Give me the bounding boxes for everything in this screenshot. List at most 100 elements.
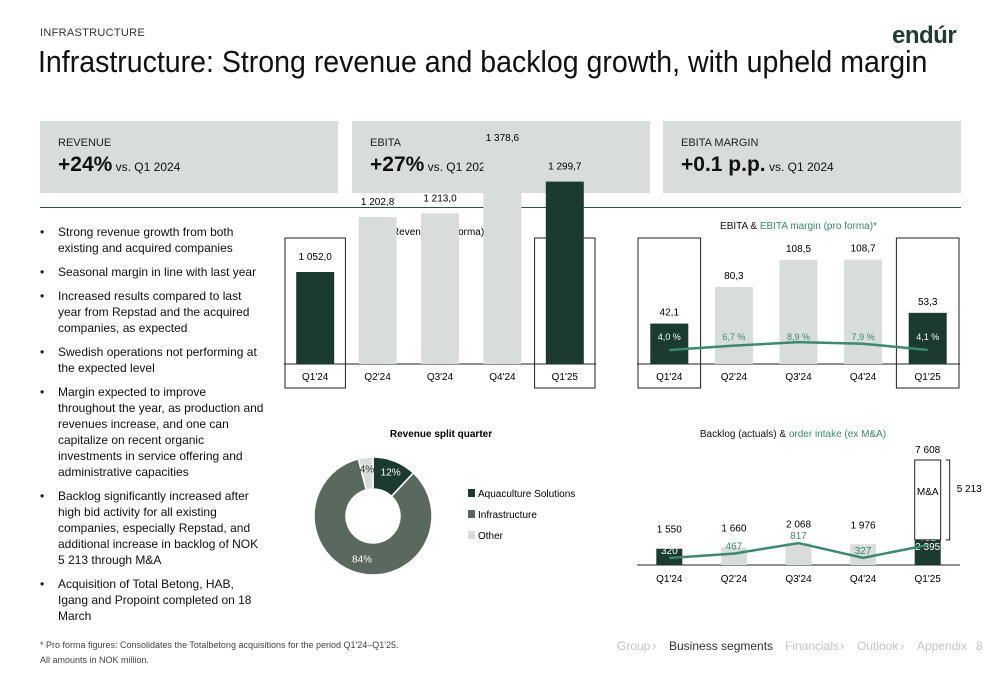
legend-swatch [468,531,475,539]
chart-title: Revenue split quarter [390,429,492,440]
chevron-right-icon: › [768,638,773,653]
margin-label: 7,9 % [852,332,875,342]
title-part: EBITA margin (pro forma)* [760,221,877,232]
bullet-item: Increased results compared to last year … [40,288,265,336]
ma-bar [914,459,942,541]
ma-bracket [945,459,951,541]
order-intake-label: 320 [661,546,678,557]
ma-value-label: 5 213 [957,484,982,495]
margin-label: 4,1 % [916,332,939,342]
tick-label: Q4'24 [850,574,877,585]
bullet-item: Backlog significantly increased after hi… [40,488,265,568]
chart-title: EBITA & EBITA margin (pro forma)* [720,221,877,232]
page-number: 8 [976,639,983,653]
bar [650,323,689,364]
tick-label: Q2'24 [721,372,748,383]
kpi-card-ebita-margin: EBITA MARGIN +0.1 p.p. vs. Q1 2024 [663,121,961,193]
data-label: 108,5 [786,244,811,255]
nav-group[interactable]: Group [617,639,651,653]
tick-label: Q4'24 [850,372,877,383]
chart-title: Backlog (actuals) & order intake (ex M&A… [700,429,886,440]
data-label: 2 395 [915,542,940,553]
kpi-label: REVENUE [58,137,112,149]
tick-label: Q1'25 [915,372,942,383]
slice-label: 84% [352,555,372,566]
data-label: 2 068 [786,519,811,530]
nav-outlook[interactable]: Outlook [857,639,899,653]
nav-business-segments[interactable]: Business segments [669,639,774,653]
ebita-chart: EBITA & EBITA margin (pro forma)* 42,1 4,0… [637,221,960,389]
nav-financials[interactable]: Financials [785,639,840,653]
kpi-label: EBITA MARGIN [681,137,759,149]
page-title: Infrastructure: Strong revenue and backl… [38,44,928,79]
footnote-line: * Pro forma figures: Consolidates the To… [40,640,399,650]
tick-label: Q1'24 [302,372,329,383]
data-label: 1 378,6 [486,133,520,144]
tick-label: Q1'25 [552,372,579,383]
legend-label: Infrastructure [478,510,537,521]
bar [296,272,335,364]
tick-label: Q1'24 [656,372,683,383]
margin-line [669,340,928,352]
data-label: 108,7 [851,244,876,255]
nav-appendix[interactable]: Appendix [917,639,968,653]
backlog-chart: Backlog (actuals) & order intake (ex M&A… [637,429,982,585]
bar [785,543,812,565]
data-label: 1 976 [851,520,876,531]
highlight-frame [637,237,702,389]
data-label: 1 052,0 [299,252,333,263]
revenue-chart: Revenue (pro forma)*1 052,0Q1'241 202,8Q… [284,133,596,389]
footnote-line: All amounts in NOK million. [40,655,150,665]
order-intake-label: 327 [855,546,872,557]
margin-label: 6,7 % [722,332,745,342]
data-label: 1 202,8 [361,197,395,208]
bar [779,259,818,364]
pie-slice [313,457,433,576]
order-intake-label: 817 [790,531,807,542]
data-label: 42,1 [660,308,680,319]
bar [358,216,397,364]
tick-label: Q2'24 [721,574,748,585]
total-label: 7 608 [915,445,940,456]
tick-label: Q3'24 [427,372,454,383]
order-intake-label: 467 [726,542,743,553]
tick-label: Q3'24 [785,372,812,383]
legend-swatch [468,489,475,497]
bullet-item: Margin expected to improve throughout th… [40,384,265,480]
tick-label: Q2'24 [364,372,391,383]
data-label: 1 213,0 [423,193,457,204]
tick-label: Q4'24 [489,372,516,383]
ma-label: M&A [917,487,939,498]
data-label: 1 550 [657,525,682,536]
kpi-label: EBITA [370,137,401,149]
company-logo[interactable]: endúr [892,22,957,49]
title-part: order intake (ex M&A) [789,429,886,440]
data-label: 1 660 [721,524,746,535]
data-label: 80,3 [724,271,744,282]
legend-swatch [468,510,475,518]
title-part: Backlog (actuals) & [700,429,789,440]
bar [908,312,947,364]
kpi-value: +27% vs. Q1 2024 [370,153,493,176]
kpi-card-revenue: REVENUE +24% vs. Q1 2024 [40,121,338,193]
legend-label: Aquaculture Solutions [478,489,575,500]
title-part: EBITA & [720,221,760,232]
bar [850,544,877,565]
bar [545,181,584,364]
pie-slice [357,456,374,491]
bar [421,213,459,364]
data-label: 1 299,7 [548,162,582,173]
kpi-value: +24% vs. Q1 2024 [58,153,181,176]
chevron-right-icon: › [652,638,657,653]
bar [714,286,753,364]
margin-label: 8,9 % [787,332,810,342]
bar [483,152,522,364]
section-label: INFRASTRUCTURE [40,27,146,39]
legend-label: Other [478,531,504,542]
bullet-item: Strong revenue growth from both existing… [40,224,265,256]
bar [914,539,941,565]
slice-label: 4% [360,464,375,475]
bullet-item: Swedish operations not performing at the… [40,344,265,376]
revenue-split-chart: Revenue split quarter 12% 84% 4% Aquaculture… [313,429,575,576]
tick-label: Q1'24 [656,574,683,585]
